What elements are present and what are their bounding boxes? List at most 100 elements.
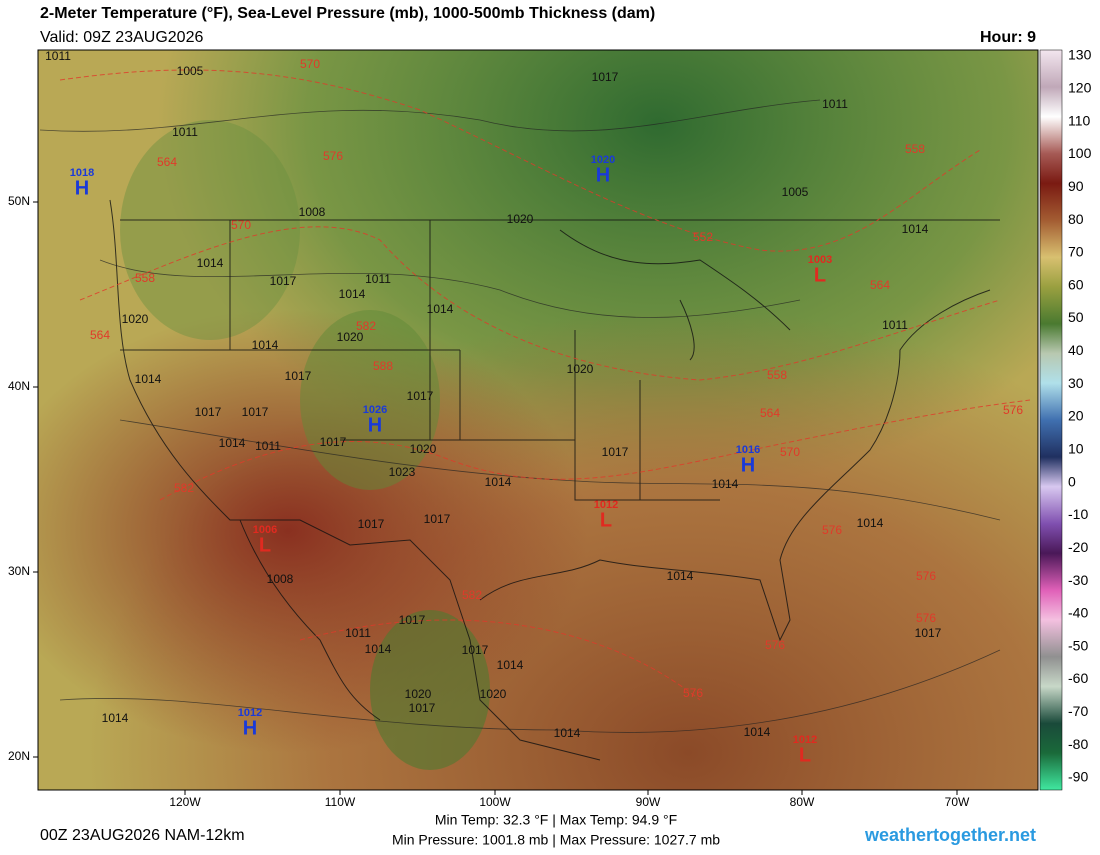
- lon-label: 100W: [479, 795, 511, 809]
- colorbar-tick-label: 60: [1068, 276, 1084, 292]
- isobar-label: 1017: [270, 274, 297, 288]
- isobar-label: 1014: [902, 222, 929, 236]
- isobar-label: 1020: [122, 312, 149, 326]
- colorbar-tick-label: -50: [1068, 637, 1088, 653]
- colorbar-tick-label: 130: [1068, 47, 1092, 63]
- map-axes: 50N 40N 30N 20N 120W 110W 100W 90W 80W 70W: [8, 194, 970, 809]
- lat-label: 30N: [8, 564, 30, 578]
- isobar-label: 1020: [405, 687, 432, 701]
- pressure-center: H: [75, 177, 89, 199]
- lat-label: 40N: [8, 379, 30, 393]
- isobar-label: 1017: [195, 405, 222, 419]
- thickness-label: 576: [765, 638, 785, 652]
- isobar-label: 1011: [345, 626, 371, 640]
- pressure-center: H: [741, 454, 755, 476]
- colorbar-tick-label: 70: [1068, 244, 1084, 260]
- isobar-label: 1014: [857, 516, 884, 530]
- colorbar-tick-label: -40: [1068, 605, 1088, 621]
- isobar-label: 1014: [197, 256, 224, 270]
- isobar-label: 1014: [427, 302, 454, 316]
- thickness-label: 576: [822, 523, 842, 537]
- thickness-label: 582: [462, 588, 482, 602]
- colorbar-tick-label: 30: [1068, 375, 1084, 391]
- isobar-label: 1020: [480, 687, 507, 701]
- lon-label: 80W: [790, 795, 815, 809]
- isobar-label: 1017: [915, 626, 942, 640]
- terrain: [120, 120, 300, 340]
- pressure-center: L: [799, 744, 811, 766]
- isobar-label: 1017: [424, 512, 451, 526]
- thickness-label: 576: [916, 569, 936, 583]
- coastlines-borders: [109, 199, 1000, 761]
- isobar-label: 1008: [299, 205, 326, 219]
- thickness-label: 582: [174, 481, 194, 495]
- thickness-label: 576: [916, 611, 936, 625]
- colorbar-tick-label: 40: [1068, 342, 1084, 358]
- pressure-value: 1012: [793, 734, 817, 746]
- isobar-label: 1008: [267, 572, 294, 586]
- isobar-label: 1014: [102, 711, 129, 725]
- colorbar-tick-label: 80: [1068, 211, 1084, 227]
- colorbar-tick-label: -60: [1068, 670, 1088, 686]
- terrain: [300, 310, 440, 490]
- isobar-label: 1020: [507, 212, 534, 226]
- pressure-value: 1012: [594, 499, 618, 511]
- thickness-label: 564: [90, 328, 110, 342]
- colorbar-tick-label: 10: [1068, 441, 1084, 457]
- map-frame: [37, 49, 1039, 791]
- thickness-label: 564: [157, 155, 177, 169]
- isobar-label: 1017: [409, 701, 436, 715]
- isobars: [39, 99, 1001, 733]
- isobar-label: 1017: [285, 369, 312, 383]
- pressure-center: L: [600, 509, 612, 531]
- pressure-center: H: [368, 414, 382, 436]
- isobar-label: 1005: [177, 64, 204, 78]
- colorbar-tick-label: -20: [1068, 539, 1088, 555]
- isobar-label: 1014: [497, 658, 524, 672]
- thickness-label: 564: [760, 406, 780, 420]
- pressure-value: 1026: [363, 404, 387, 416]
- lon-label: 110W: [325, 795, 356, 809]
- isobar-label: 1014: [485, 475, 512, 489]
- pressure-range: Min Pressure: 1001.8 mb | Max Pressure: …: [392, 832, 720, 848]
- isobar-label: 1020: [337, 330, 364, 344]
- pressure-value: 1003: [808, 254, 832, 266]
- isobar-label: 1017: [320, 435, 347, 449]
- pressure-value: 1016: [736, 444, 760, 456]
- colorbar-tick-label: -30: [1068, 572, 1088, 588]
- isobar-label: 1017: [462, 643, 489, 657]
- model-run: 00Z 23AUG2026 NAM-12km: [40, 827, 245, 844]
- colorbar: [1039, 49, 1063, 791]
- lon-label: 90W: [636, 795, 661, 809]
- thickness-label: 558: [767, 368, 787, 382]
- isobar-label: 1017: [407, 389, 434, 403]
- lon-label: 70W: [945, 795, 970, 809]
- isobar-label: 1014: [554, 726, 581, 740]
- isobar-label: 1011: [365, 272, 391, 286]
- colorbar-tick-label: 100: [1068, 145, 1092, 161]
- map-shading: [38, 50, 1038, 790]
- colorbar-tick-label: -90: [1068, 769, 1088, 785]
- isobar-label: 1017: [602, 445, 629, 459]
- isobar-label: 1014: [365, 642, 392, 656]
- isobar-label: 1011: [822, 97, 848, 111]
- lat-label: 50N: [8, 194, 30, 208]
- valid-time: Valid: 09Z 23AUG2026: [40, 29, 203, 46]
- pressure-value: 1012: [238, 707, 262, 719]
- colorbar-tick-label: 50: [1068, 309, 1084, 325]
- pressure-value: 1020: [591, 154, 615, 166]
- thickness-label: 576: [683, 686, 703, 700]
- isobar-label: 1020: [410, 442, 437, 456]
- thickness-label: 558: [135, 271, 155, 285]
- thickness-lines: [59, 69, 1031, 701]
- lat-label: 20N: [8, 749, 30, 763]
- lon-label: 120W: [169, 795, 201, 809]
- pressure-center: H: [596, 164, 610, 186]
- pressure-center: L: [814, 264, 826, 286]
- thickness-label: 576: [1003, 403, 1023, 417]
- colorbar-tick-label: -80: [1068, 736, 1088, 752]
- isobar-label: 1005: [782, 185, 809, 199]
- isobar-label: 1014: [712, 477, 739, 491]
- isobar-label: 1017: [399, 613, 426, 627]
